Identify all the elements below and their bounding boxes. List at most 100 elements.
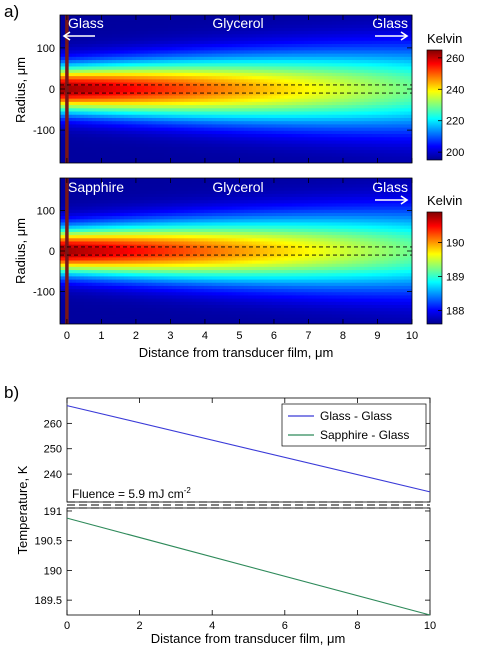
heat-cell bbox=[360, 63, 365, 68]
heat-cell bbox=[144, 114, 149, 119]
heat-cell bbox=[340, 72, 345, 77]
heat-cell bbox=[232, 85, 237, 90]
heat-cell bbox=[80, 197, 85, 201]
heat-cell bbox=[72, 85, 77, 90]
heat-cell bbox=[72, 254, 77, 258]
heat-cell bbox=[104, 178, 109, 182]
heat-cell bbox=[128, 98, 133, 103]
heat-cell bbox=[280, 76, 285, 80]
heat-cell bbox=[368, 101, 373, 106]
heat-cell bbox=[80, 143, 85, 148]
heat-cell bbox=[324, 146, 329, 151]
heat-cell bbox=[360, 60, 365, 64]
heat-cell bbox=[396, 114, 401, 119]
heat-cell bbox=[344, 43, 349, 48]
heat-cell bbox=[284, 101, 289, 106]
heat-cell bbox=[348, 37, 353, 42]
heat-cell bbox=[96, 270, 101, 274]
heat-cell bbox=[116, 235, 121, 239]
heat-cell bbox=[96, 69, 101, 74]
heat-cell bbox=[132, 193, 137, 198]
heat-cell bbox=[400, 105, 405, 109]
heat-cell bbox=[268, 124, 273, 129]
heat-cell bbox=[380, 60, 385, 64]
heat-cell bbox=[396, 146, 401, 151]
heat-cell bbox=[88, 15, 93, 19]
heat-cell bbox=[228, 43, 233, 48]
heat-cell bbox=[132, 244, 137, 249]
heat-cell bbox=[68, 289, 73, 293]
heat-cell bbox=[80, 43, 85, 48]
heat-cell bbox=[132, 216, 137, 220]
heat-cell bbox=[196, 95, 201, 100]
heat-cell bbox=[68, 40, 73, 45]
heat-cell bbox=[280, 108, 285, 113]
heat-cell bbox=[364, 27, 369, 32]
heat-cell bbox=[104, 114, 109, 119]
heat-cell bbox=[188, 72, 193, 77]
heat-cell bbox=[116, 289, 121, 293]
heat-cell bbox=[216, 82, 221, 87]
heat-cell bbox=[76, 273, 81, 277]
heat-cell bbox=[372, 143, 377, 148]
heat-cell bbox=[228, 101, 233, 106]
heat-cell bbox=[220, 111, 225, 116]
heat-cell bbox=[192, 15, 197, 19]
heat-cell bbox=[88, 219, 93, 224]
heat-cell bbox=[340, 98, 345, 103]
heat-cell bbox=[304, 27, 309, 32]
heat-cell bbox=[172, 79, 177, 84]
heat-cell bbox=[72, 72, 77, 77]
heat-cell bbox=[96, 15, 101, 19]
heat-cell bbox=[328, 146, 333, 151]
heat-cell bbox=[148, 50, 153, 55]
heat-cell bbox=[160, 137, 165, 142]
heat-cell bbox=[156, 60, 161, 64]
heat-cell bbox=[264, 31, 269, 35]
heat-cell bbox=[344, 146, 349, 151]
heat-cell bbox=[328, 82, 333, 87]
heat-cell bbox=[276, 85, 281, 90]
heat-cell bbox=[132, 101, 137, 106]
heat-cell bbox=[316, 98, 321, 103]
heat-cell bbox=[336, 76, 341, 80]
heat-cell bbox=[244, 82, 249, 87]
heat-cell bbox=[136, 184, 141, 189]
heat-cell bbox=[112, 89, 117, 93]
heat-cell bbox=[76, 95, 81, 100]
heat-cell bbox=[196, 140, 201, 145]
heat-cell bbox=[60, 190, 65, 195]
heat-cell bbox=[332, 18, 337, 23]
heat-cell bbox=[88, 289, 93, 293]
heat-cell bbox=[180, 105, 185, 109]
heat-cell bbox=[292, 27, 297, 32]
heat-cell bbox=[136, 66, 141, 71]
heat-cell bbox=[132, 317, 137, 322]
heat-cell bbox=[184, 21, 189, 26]
heat-cell bbox=[184, 98, 189, 103]
heat-cell bbox=[336, 37, 341, 42]
heat-cell bbox=[256, 34, 261, 39]
heat-cell bbox=[336, 159, 341, 163]
heat-cell bbox=[224, 137, 229, 142]
heat-cell bbox=[144, 21, 149, 26]
heat-cell bbox=[148, 27, 153, 32]
heat-cell bbox=[136, 50, 141, 55]
heat-cell bbox=[312, 105, 317, 109]
heat-cell bbox=[216, 31, 221, 35]
heat-cell bbox=[220, 79, 225, 84]
heat-cell bbox=[204, 76, 209, 80]
heat-cell bbox=[132, 18, 137, 23]
heat-cell bbox=[352, 127, 357, 132]
heat-cell bbox=[312, 40, 317, 45]
heat-cell bbox=[336, 47, 341, 51]
heat-cell bbox=[280, 159, 285, 163]
heat-cell bbox=[80, 298, 85, 303]
heat-cell bbox=[332, 137, 337, 142]
heat-cell bbox=[356, 127, 361, 132]
heat-cell bbox=[92, 251, 97, 255]
heat-cell bbox=[84, 121, 89, 125]
heat-cell bbox=[276, 47, 281, 51]
heat-cell bbox=[112, 225, 117, 230]
heat-cell bbox=[124, 289, 129, 293]
